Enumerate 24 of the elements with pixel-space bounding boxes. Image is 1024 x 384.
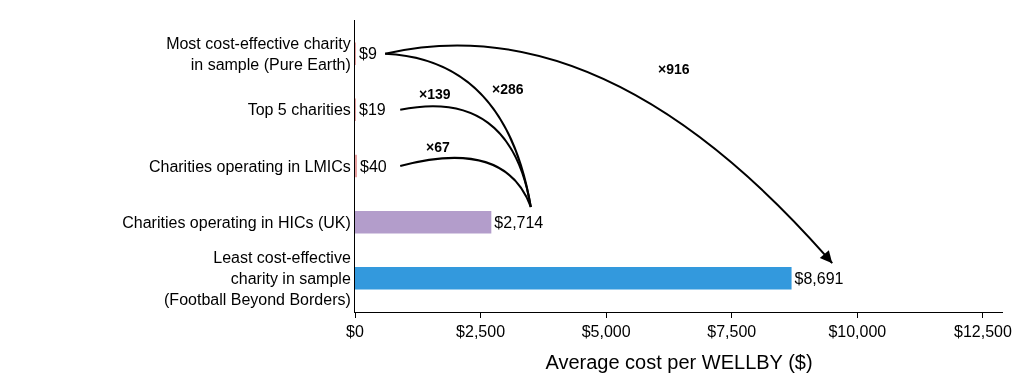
x-tick-label: $5,000: [581, 323, 631, 341]
data-label: $8,691: [794, 269, 844, 287]
y-tick-label: Charities operating in HICs (UK): [122, 213, 351, 231]
data-label: $19: [359, 101, 386, 119]
x-tick-label: $10,000: [828, 323, 887, 341]
annotation: ×67: [426, 139, 450, 155]
bar: [355, 154, 358, 178]
x-axis-title: Average cost per WELLBY ($): [545, 350, 813, 373]
annotation: ×286: [492, 81, 524, 97]
y-tick-label: Top 5 charities: [247, 101, 351, 119]
data-label: $40: [360, 157, 387, 175]
bar: [355, 210, 492, 234]
bar: [355, 267, 792, 290]
annotation: ×139: [419, 86, 451, 102]
x-tick-label: $0: [346, 323, 364, 341]
x-tick-label: $7,500: [707, 323, 757, 341]
y-tick-label: Charities operating in LMICs: [148, 157, 351, 175]
x-tick-label: $2,500: [456, 323, 506, 341]
y-tick-label: Least cost-effective charity in sample (Football Beyond Borders): [164, 249, 351, 308]
annotation: ×916: [658, 61, 690, 77]
x-tick-label: $12,500: [953, 323, 1012, 341]
y-tick-label: Most cost-effective charity in sample (Pure Earth): [166, 34, 351, 73]
data-label: $9: [359, 45, 377, 63]
data-label: $2,714: [494, 213, 544, 231]
